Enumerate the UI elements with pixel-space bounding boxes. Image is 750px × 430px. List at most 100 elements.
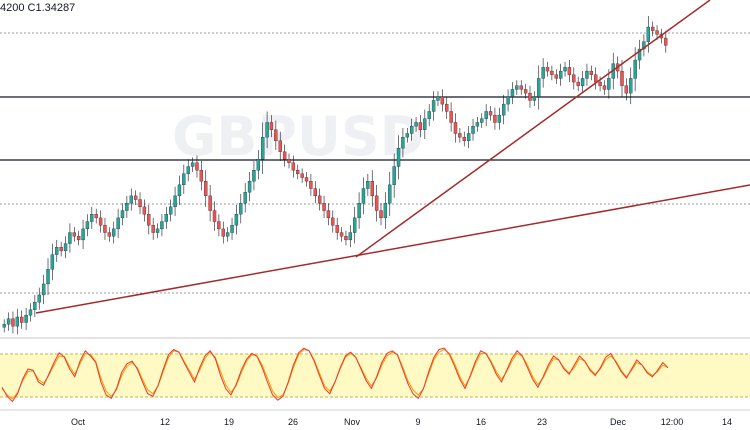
candle-body — [296, 170, 300, 174]
candle-body — [418, 122, 423, 130]
candle-body — [572, 74, 576, 83]
candle-body — [537, 78, 541, 97]
candle-body — [274, 129, 278, 141]
candle-body — [396, 147, 401, 167]
candle-body — [646, 26, 650, 42]
candle-body — [129, 195, 133, 204]
candle-body — [541, 67, 545, 79]
x-tick-label: 12 — [160, 417, 170, 427]
candle-body — [497, 114, 501, 123]
x-tick-label: Oct — [71, 417, 86, 427]
candle-body — [519, 85, 523, 90]
candle-body — [423, 118, 427, 130]
candle-body — [650, 26, 655, 31]
candle-body — [15, 316, 20, 327]
candle-body — [431, 100, 436, 112]
candle-body — [322, 203, 326, 211]
candle-body — [120, 210, 125, 219]
trendline-upper[interactable] — [355, 0, 711, 258]
candle-body — [388, 184, 392, 204]
candle-body — [265, 122, 269, 138]
candle-body — [475, 122, 480, 127]
candle-body — [545, 67, 550, 72]
candle-body — [28, 309, 33, 316]
candle-body — [182, 173, 186, 186]
candle-body — [488, 111, 493, 116]
candle-body — [502, 103, 506, 116]
candle-body — [392, 166, 396, 186]
candle-body — [515, 85, 519, 90]
candle-body — [164, 214, 168, 222]
candle-body — [133, 195, 138, 200]
candle-body — [440, 96, 445, 105]
candle-body — [414, 122, 418, 127]
candle-body — [186, 166, 190, 174]
candle-body — [300, 173, 304, 178]
candle-body — [169, 206, 173, 215]
candle-body — [366, 181, 370, 189]
candle-body — [177, 184, 182, 197]
candle-body — [278, 140, 282, 152]
candle-body — [20, 316, 24, 323]
candle-body — [41, 283, 46, 296]
x-tick-label: Nov — [344, 417, 361, 427]
candle-body — [405, 133, 409, 138]
candle-body — [589, 70, 594, 75]
candle-body — [50, 254, 55, 270]
candle-body — [6, 318, 11, 325]
candle-body — [629, 78, 633, 94]
candle-body — [466, 133, 471, 141]
candle-body — [160, 221, 164, 230]
x-tick-label: 26 — [288, 417, 298, 427]
candle-body — [458, 133, 462, 138]
candle-body — [90, 214, 94, 222]
candle-body — [326, 210, 331, 219]
candle-body — [247, 181, 252, 193]
candle-body — [567, 67, 572, 75]
candle-body — [55, 247, 59, 255]
candles-group — [2, 16, 668, 335]
candle-body — [81, 228, 85, 241]
candle-body — [357, 203, 361, 219]
candle-body — [63, 243, 68, 252]
candle-body — [208, 195, 212, 211]
candle-body — [607, 78, 611, 90]
candle-body — [103, 225, 107, 233]
candle-body — [151, 225, 155, 233]
candle-body — [339, 232, 344, 237]
candle-body — [313, 188, 317, 197]
candle-body — [554, 74, 558, 79]
stoch-k-line — [1, 347, 669, 403]
candle-body — [190, 162, 195, 167]
ohlc-readout: 4200 C1.34287 — [0, 2, 76, 14]
candle-body — [304, 177, 309, 182]
candle-body — [37, 294, 41, 303]
candle-body — [506, 96, 510, 105]
candle-body — [68, 232, 72, 244]
candle-body — [493, 114, 497, 123]
candle-body — [282, 151, 287, 160]
candle-body — [76, 236, 81, 241]
candle-body — [11, 318, 15, 327]
candle-body — [269, 122, 274, 130]
candle-body — [532, 96, 537, 101]
candle-body — [195, 162, 199, 171]
candle-body — [85, 221, 90, 230]
candle-body — [217, 221, 221, 230]
candle-body — [409, 125, 414, 134]
x-tick-label: 14 — [722, 417, 732, 427]
candle-body — [252, 170, 256, 182]
candle-body — [379, 210, 383, 219]
candle-body — [523, 89, 528, 94]
candle-body — [256, 159, 261, 171]
candle-body — [374, 195, 379, 211]
candle-body — [576, 81, 580, 86]
x-tick-label: 12:00 — [661, 417, 684, 427]
trendline-lower[interactable] — [35, 184, 750, 314]
candle-body — [155, 228, 160, 233]
candle-body — [138, 199, 142, 208]
candle-body — [59, 247, 63, 252]
candle-body — [633, 59, 637, 79]
